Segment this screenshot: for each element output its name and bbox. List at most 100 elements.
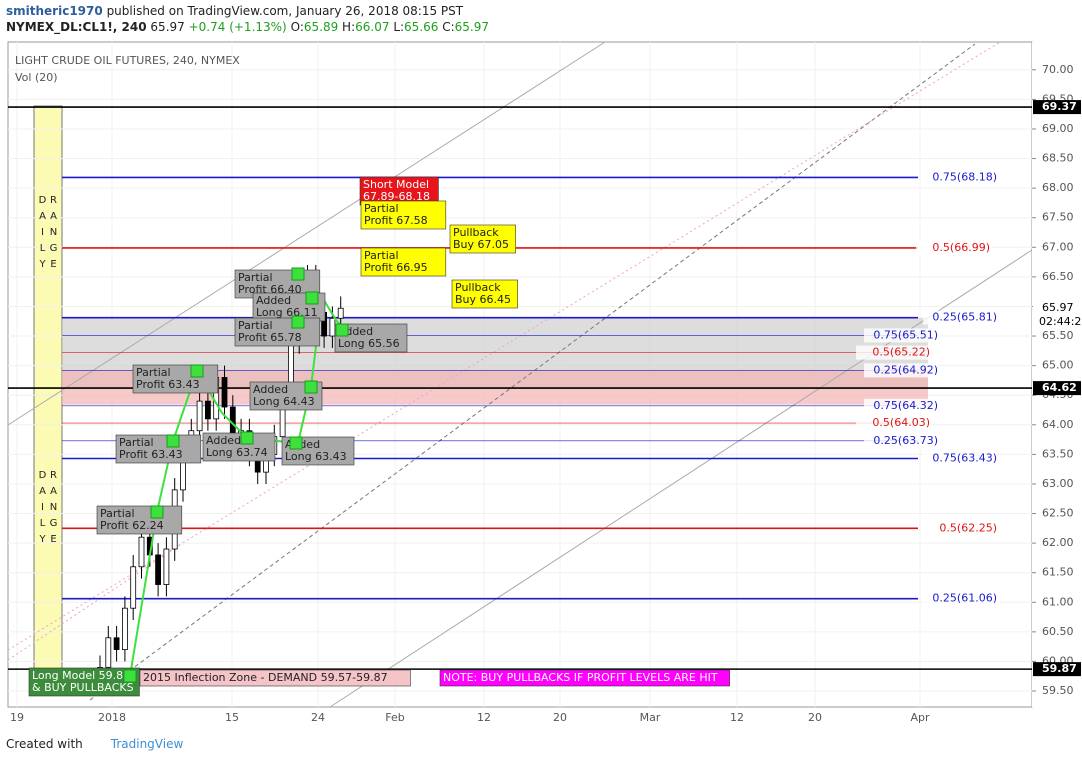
trade-marker	[150, 505, 164, 519]
y-tick-label: 62.50	[1042, 507, 1074, 520]
level-label: 0.5(66.99)	[932, 241, 990, 254]
level-label-bg	[923, 591, 999, 606]
last-price-box	[1033, 301, 1081, 330]
candle-body	[221, 377, 228, 408]
trade-marker	[305, 291, 319, 305]
level-label-bg	[923, 451, 999, 466]
trade-marker	[291, 315, 305, 329]
symbol: NYMEX_DL:CL1!, 240	[6, 20, 147, 34]
candle-body	[329, 317, 336, 337]
annotation-box	[96, 505, 183, 535]
level-axis-box	[1033, 381, 1081, 396]
trade-marker	[291, 267, 305, 281]
annotation-text: Long 63.74	[206, 446, 268, 459]
y-tick-label: 70.00	[1042, 63, 1074, 76]
close-value: 65.97	[454, 20, 490, 34]
level-label: 0.5(65.22)	[872, 346, 930, 359]
candle-body	[155, 554, 162, 585]
annotation-text: Long 66.11	[256, 306, 318, 319]
annotation-box	[132, 364, 219, 394]
annotation-box	[359, 176, 439, 206]
c-label: C:	[442, 20, 455, 34]
candle-body	[130, 566, 137, 609]
annotation-box	[139, 669, 411, 687]
candle-body	[196, 400, 203, 432]
annotation-text: Profit 66.95	[364, 261, 428, 274]
price-axis	[1032, 42, 1082, 707]
annotation-text: Profit 65.78	[238, 331, 302, 344]
annotation-text: & BUY PULLBACKS	[32, 681, 134, 694]
annotation-text: Added	[206, 434, 241, 447]
footer: Created with TradingView	[6, 737, 183, 751]
level-axis-label: 59.87	[1042, 662, 1077, 675]
last-price: 65.97	[1042, 301, 1074, 314]
y-tick-label: 67.50	[1042, 211, 1074, 224]
trade-marker	[240, 431, 254, 445]
open-value: 65.89	[303, 20, 339, 34]
channel-line	[7, 41, 606, 426]
level-label: 0.25(63.73)	[873, 434, 938, 447]
level-label: 0.75(64.32)	[873, 399, 938, 412]
level-label: 0.25(65.81)	[932, 311, 997, 324]
annotation-text: 67.89-68.18	[363, 190, 430, 203]
range-label: DAILY RANGE	[37, 470, 59, 550]
annotation-box	[234, 317, 321, 347]
low-value: 65.66	[404, 20, 439, 34]
channel-line	[7, 41, 1001, 651]
y-tick-label: 68.50	[1042, 152, 1074, 165]
level-label-bg	[864, 398, 940, 413]
header: smitheric1970 published on TradingView.c…	[6, 3, 489, 35]
y-tick-label: 61.50	[1042, 566, 1074, 579]
l-label: L:	[393, 20, 405, 34]
trade-marker	[190, 364, 204, 378]
candle-body	[204, 400, 211, 420]
level-axis-label: 69.37	[1042, 100, 1077, 113]
level-label: 0.75(63.43)	[932, 452, 997, 465]
candle-body	[138, 536, 145, 568]
level-label-bg	[864, 433, 940, 448]
price: 65.97	[150, 20, 185, 34]
annotation-text: Profit 67.58	[364, 214, 428, 227]
candle-body	[163, 548, 170, 585]
level-label-bg	[916, 240, 992, 255]
annotation-text: Partial	[238, 271, 273, 284]
annotation-text: Short Model	[363, 178, 429, 191]
annotation-box	[360, 200, 447, 230]
x-tick-label: 24	[311, 711, 325, 724]
annotation-text: Profit 63.43	[119, 448, 183, 461]
x-tick-label: 15	[225, 711, 239, 724]
y-tick-label: 66.50	[1042, 270, 1074, 283]
brand[interactable]: TradingView	[110, 737, 184, 751]
candle-body	[337, 307, 344, 319]
level-label-bg	[864, 328, 940, 343]
annotation-text: Partial	[364, 249, 399, 262]
o-label: O:	[290, 20, 304, 34]
level-label: 0.5(64.03)	[872, 416, 930, 429]
x-tick-label: 12	[477, 711, 491, 724]
level-label: 0.25(61.06)	[932, 592, 997, 605]
x-tick-label: Mar	[640, 711, 661, 724]
annotation-box	[202, 432, 276, 462]
y-tick-label: 63.50	[1042, 447, 1074, 460]
trade-marker	[304, 380, 318, 394]
level-label: 0.5(62.25)	[939, 521, 997, 534]
candle-body	[105, 637, 112, 668]
level-axis-box	[1033, 662, 1081, 677]
annotation-text: Added	[256, 294, 291, 307]
chart-subtitle: Vol (20)	[15, 71, 58, 84]
annotation-text: Long Model 59.87	[32, 669, 130, 682]
level-label-bg	[923, 170, 999, 185]
annotation-text: Long 65.56	[338, 337, 400, 350]
level-label-bg	[864, 363, 940, 378]
annotation-text: NOTE: BUY PULLBACKS IF PROFIT LEVELS ARE…	[443, 671, 718, 684]
x-tick-label: 20	[553, 711, 567, 724]
author[interactable]: smitheric1970	[6, 4, 103, 18]
annotation-text: Long 63.43	[285, 450, 347, 463]
level-axis-box	[1033, 100, 1081, 115]
level-label: 0.75(65.51)	[873, 328, 938, 341]
channel-line	[89, 43, 976, 701]
countdown: 02:44:2	[1039, 315, 1081, 328]
annotation-text: Partial	[119, 436, 154, 449]
x-tick-label: 19	[10, 711, 24, 724]
